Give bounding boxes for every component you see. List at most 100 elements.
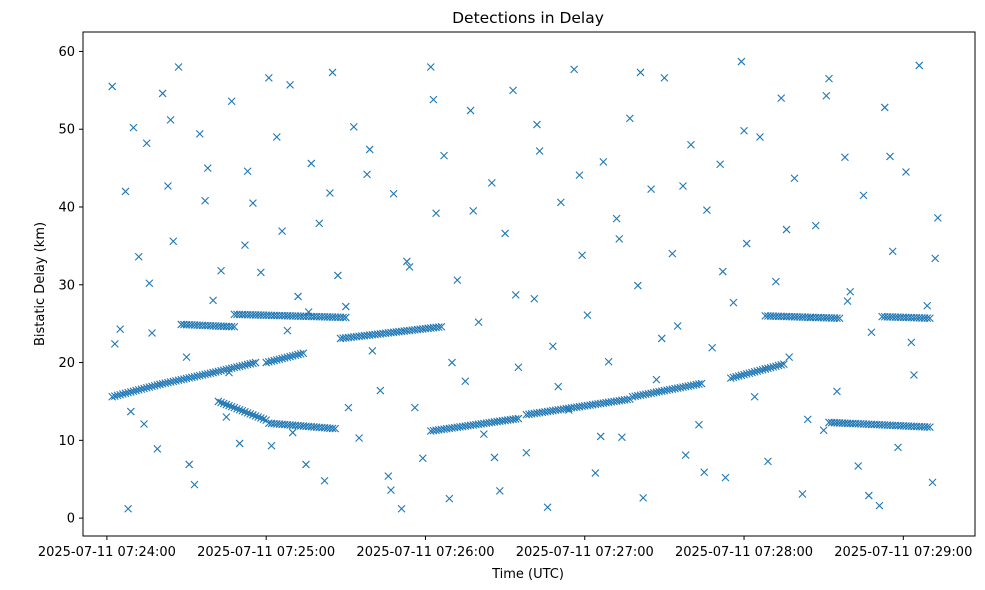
data-point [790, 174, 799, 183]
data-point [910, 371, 918, 379]
data-point-track-3 [227, 402, 236, 411]
data-point-track-3 [214, 397, 223, 406]
data-point [272, 133, 281, 141]
data-point [140, 420, 148, 428]
data-point-track-1 [230, 322, 239, 331]
plot-frame [82, 31, 976, 537]
data-point [286, 80, 294, 89]
data-point [487, 179, 496, 187]
data-point [633, 281, 642, 290]
data-point [888, 247, 897, 256]
data-point [349, 123, 358, 131]
data-point [681, 451, 690, 459]
data-point [397, 504, 406, 513]
data-point [169, 237, 178, 246]
data-point [402, 257, 411, 266]
data-point [625, 114, 634, 123]
data-point [772, 277, 780, 286]
data-point-track-10 [779, 360, 788, 368]
y-tick-label: 0 [67, 512, 75, 527]
data-point [615, 235, 624, 243]
data-marks [108, 57, 942, 513]
data-point-track-3 [222, 400, 231, 409]
data-point [320, 476, 329, 485]
data-point [854, 462, 863, 470]
data-point [243, 167, 252, 176]
data-point-track-0 [251, 358, 260, 367]
data-point [708, 343, 717, 352]
data-point [355, 434, 363, 442]
y-tick-label: 30 [58, 278, 75, 293]
data-point [387, 486, 395, 494]
data-point-track-3 [238, 406, 247, 415]
data-point [307, 159, 316, 168]
y-tick-label: 20 [58, 356, 75, 371]
data-point [564, 406, 573, 414]
data-point [315, 219, 324, 228]
data-point [612, 214, 621, 223]
data-point [501, 229, 509, 238]
data-point [841, 153, 849, 162]
data-point [474, 318, 483, 326]
data-point [729, 298, 738, 307]
data-point [410, 403, 419, 412]
data-point [583, 311, 592, 319]
data-point-track-9 [695, 380, 703, 388]
data-point [116, 325, 125, 333]
data-point [880, 103, 889, 112]
data-point [647, 185, 656, 193]
y-tick-label: 50 [58, 123, 75, 138]
data-point [124, 504, 133, 513]
data-point [461, 377, 470, 386]
data-point [121, 187, 130, 196]
data-point [618, 433, 626, 442]
data-point-track-5 [341, 313, 350, 322]
data-point [203, 164, 212, 172]
data-point [158, 89, 167, 98]
data-point [110, 340, 119, 348]
data-point [426, 63, 435, 71]
x-tick-label: 2025-07-11 07:27:00 [516, 545, 654, 560]
data-point-track-3 [217, 398, 225, 407]
data-point [195, 130, 204, 138]
data-point [256, 268, 265, 277]
data-point [344, 403, 353, 412]
data-point-track-2 [299, 349, 308, 358]
data-point-track-13 [923, 314, 932, 323]
data-point [915, 61, 924, 70]
data-point [445, 494, 454, 503]
data-point [740, 126, 748, 135]
data-point [923, 301, 932, 310]
data-point [142, 139, 151, 148]
data-point [846, 287, 855, 296]
data-point-track-3 [246, 410, 255, 418]
data-point [578, 251, 586, 260]
data-point [822, 91, 831, 100]
data-point [554, 382, 563, 391]
data-point [530, 294, 539, 303]
data-point [782, 225, 791, 234]
data-point [185, 460, 194, 469]
x-tick-label: 2025-07-11 07:26:00 [356, 545, 494, 560]
data-point-track-3 [219, 399, 228, 408]
data-point-track-3 [225, 401, 233, 410]
data-point [201, 196, 210, 205]
data-point [785, 353, 794, 361]
data-point [288, 428, 297, 437]
data-point [875, 501, 884, 510]
data-point [363, 170, 371, 179]
data-point [249, 199, 257, 207]
data-point-track-4 [328, 424, 337, 433]
y-axis: 0 10 20 30 40 50 60 [58, 45, 83, 527]
data-point-track-3 [233, 404, 241, 413]
data-point [907, 338, 916, 347]
data-point [811, 221, 820, 230]
data-point [522, 448, 531, 457]
data-point [575, 171, 584, 179]
data-point [604, 357, 613, 366]
data-point [227, 97, 236, 106]
data-point [145, 279, 154, 288]
data-point [241, 241, 249, 249]
data-point [679, 182, 687, 190]
x-tick-label: 2025-07-11 07:28:00 [675, 545, 813, 560]
